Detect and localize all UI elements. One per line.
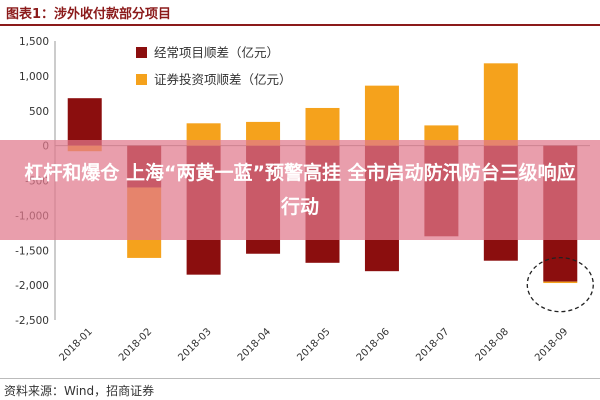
- y-tick-label: 1,000: [19, 71, 49, 83]
- x-tick-label: 2018-05: [295, 326, 332, 363]
- y-tick-label: 500: [29, 106, 49, 118]
- x-tick-label: 2018-09: [533, 326, 570, 363]
- legend-swatch: [136, 74, 147, 85]
- x-tick-label: 2018-07: [414, 326, 451, 363]
- legend-label: 证券投资项顺差（亿元）: [154, 72, 292, 87]
- source-divider: [0, 378, 600, 379]
- x-tick-label: 2018-01: [58, 326, 95, 363]
- x-tick-label: 2018-06: [355, 326, 392, 363]
- y-tick-label: -2,500: [15, 315, 49, 327]
- chart-legend: 经常项目顺差（亿元） 证券投资项顺差（亿元）: [136, 45, 292, 87]
- bar-2018-05: [305, 107, 340, 146]
- x-tick-label: 2018-02: [117, 326, 154, 363]
- source-note: 资料来源：Wind，招商证券: [4, 384, 155, 398]
- chart-annotation: [526, 256, 594, 313]
- bar-2018-01: [67, 98, 102, 146]
- x-tick-label: 2018-04: [236, 326, 273, 363]
- title-divider: [0, 24, 600, 26]
- banner-headline[interactable]: 杠杆和爆仓 上海“两黄一蓝”预警高挂 全市启动防汛防台三级响应行动: [24, 162, 576, 218]
- x-tick-label: 2018-08: [474, 326, 511, 363]
- bar-2018-09: [543, 281, 578, 284]
- bar-2018-04: [246, 121, 281, 146]
- x-tick-label: 2018-03: [176, 326, 213, 363]
- legend-swatch: [136, 47, 147, 58]
- overlay-banner[interactable]: 杠杆和爆仓 上海“两黄一蓝”预警高挂 全市启动防汛防台三级响应行动: [0, 140, 600, 240]
- bar-2018-06: [364, 85, 399, 146]
- highlight-circle: [526, 256, 594, 313]
- bar-2018-08: [483, 63, 518, 146]
- y-tick-label: -1,500: [15, 245, 49, 257]
- chart-title: 图表1：涉外收付款部分项目: [6, 7, 172, 22]
- legend-label: 经常项目顺差（亿元）: [154, 45, 279, 60]
- y-tick-label: -2,000: [15, 280, 49, 292]
- y-tick-label: 1,500: [19, 36, 49, 48]
